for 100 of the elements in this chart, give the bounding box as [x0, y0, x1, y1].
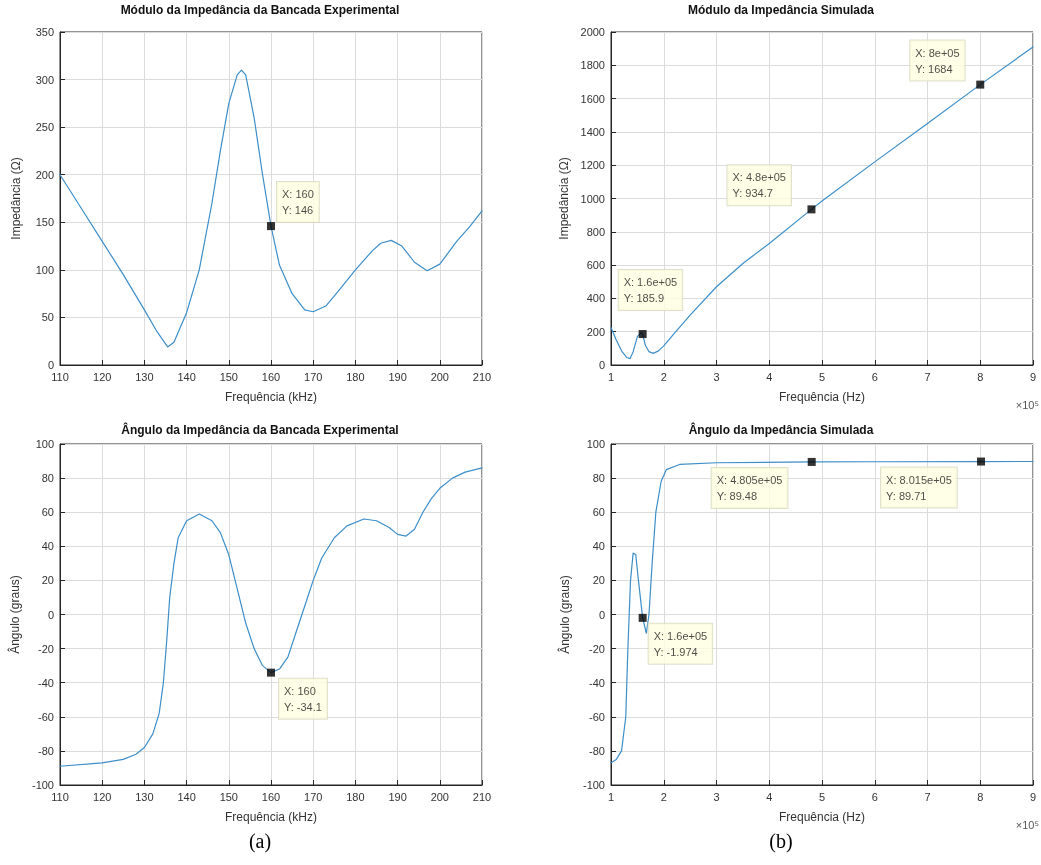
- text: (a): [248, 830, 272, 853]
- y-tick-label: 50: [41, 311, 54, 324]
- y-tick-label: 200: [586, 325, 605, 338]
- y-axis-title: Impedância (Ω): [9, 157, 23, 240]
- y-tick-label: 1000: [580, 192, 605, 205]
- y-tick-label: 20: [592, 574, 605, 587]
- y-tick-label: 100: [35, 438, 54, 450]
- x-tick-label: 130: [135, 790, 154, 803]
- x-tick-label: 7: [924, 370, 931, 383]
- y-tick-label: 400: [586, 292, 605, 305]
- y-axis-title: Ângulo (graus): [7, 575, 23, 654]
- line-series: [59, 467, 483, 767]
- y-tick-label: 600: [586, 259, 605, 272]
- y-tick-label: 40: [592, 540, 605, 553]
- y-tick-label: -60: [38, 710, 54, 723]
- chart-title: Ângulo da Impedância Simulada: [688, 422, 874, 437]
- y-tick-label: 300: [35, 73, 54, 86]
- text: ×10⁵: [1015, 818, 1040, 831]
- x-tick-label: 8: [977, 790, 984, 803]
- y-tick-label: 350: [35, 26, 54, 38]
- x-tick-label: 150: [219, 790, 238, 803]
- x-tick-label: 1: [607, 790, 615, 803]
- y-tick-label: 800: [586, 225, 605, 238]
- y-tick-label: -40: [589, 676, 605, 689]
- annotation: X: 8e+05 Y: 1684: [915, 46, 960, 75]
- annotation: X: 4.805e+05 Y: 89.48: [716, 473, 783, 502]
- x-tick-label: 6: [871, 790, 878, 803]
- x-tick-label: 190: [388, 370, 407, 383]
- x-tick-label: 170: [304, 370, 323, 383]
- line-series: [59, 69, 483, 348]
- x-tick-label: 140: [177, 370, 196, 383]
- y-tick-label: 0: [47, 359, 54, 371]
- x-tick-label: 180: [346, 790, 365, 803]
- y-tick-label: 0: [598, 608, 605, 621]
- chart-title: Módulo da Impedância da Bancada Experimental: [120, 3, 400, 17]
- x-tick-label: 9: [1029, 790, 1037, 803]
- x-tick-label: 140: [177, 790, 196, 803]
- y-tick-label: -80: [38, 744, 54, 757]
- y-tick-label: 200: [35, 168, 54, 181]
- x-tick-label: 3: [713, 790, 720, 803]
- chart-title: Ângulo da Impedância da Bancada Experimental: [121, 422, 399, 437]
- y-tick-label: -80: [589, 744, 605, 757]
- y-tick-label: -100: [582, 779, 605, 791]
- x-tick-label: 4: [766, 370, 773, 383]
- x-axis-title: Frequência (kHz): [224, 810, 318, 824]
- y-tick-label: 1600: [580, 92, 605, 105]
- annotation: X: 1.6e+05 Y: -1.974: [653, 629, 708, 658]
- y-tick-label: 1800: [580, 59, 605, 72]
- y-tick-label: 80: [592, 472, 605, 485]
- annotation: X: 8.015e+05 Y: 89.71: [886, 473, 952, 502]
- chart-title: Módulo da Impedância Simulada: [687, 3, 875, 17]
- x-tick-label: 4: [766, 790, 773, 803]
- y-tick-label: 60: [592, 506, 605, 519]
- y-tick-label: 250: [35, 121, 54, 134]
- y-tick-label: -20: [38, 642, 54, 655]
- x-tick-label: 120: [93, 370, 112, 383]
- x-tick-label: 210: [472, 370, 492, 383]
- y-tick-label: 40: [41, 540, 54, 553]
- x-tick-label: 200: [430, 790, 449, 803]
- y-tick-label: 20: [41, 574, 54, 587]
- x-tick-label: 1: [607, 370, 615, 383]
- x-tick-label: 130: [135, 370, 154, 383]
- y-axis-title: Impedância (Ω): [556, 157, 571, 240]
- y-tick-label: 1400: [580, 125, 605, 138]
- x-tick-label: 9: [1029, 370, 1037, 383]
- x-tick-label: 150: [219, 370, 238, 383]
- x-tick-label: 5: [818, 790, 826, 803]
- x-tick-label: 160: [261, 790, 281, 803]
- y-tick-label: 60: [41, 506, 54, 519]
- y-tick-label: -40: [38, 676, 54, 689]
- x-tick-label: 8: [977, 370, 984, 383]
- x-tick-label: 7: [924, 790, 931, 803]
- x-tick-label: 3: [713, 370, 720, 383]
- x-tick-label: 5: [818, 370, 826, 383]
- x-axis-title: Frequência (Hz): [778, 810, 866, 824]
- annotation: X: 160 Y: 146: [282, 188, 314, 217]
- y-tick-label: -60: [589, 710, 605, 723]
- x-tick-label: 160: [261, 370, 281, 383]
- x-axis-title: Frequência (kHz): [224, 390, 318, 404]
- y-tick-label: 100: [586, 438, 605, 450]
- y-tick-label: 0: [47, 608, 54, 621]
- annotation: X: 4.8e+05 Y: 934.7: [732, 171, 786, 200]
- line-series: [610, 46, 1034, 360]
- x-tick-label: 110: [51, 790, 69, 803]
- x-tick-label: 6: [871, 370, 878, 383]
- annotation: X: 160 Y: -34.1: [284, 684, 322, 713]
- x-tick-label: 2: [660, 370, 667, 383]
- x-tick-label: 200: [430, 370, 449, 383]
- x-tick-label: 120: [93, 790, 112, 803]
- annotation: X: 1.6e+05 Y: 185.9: [623, 276, 678, 305]
- x-tick-label: 180: [346, 370, 365, 383]
- y-tick-label: 100: [35, 263, 54, 276]
- x-tick-label: 110: [51, 370, 69, 383]
- y-tick-label: 150: [35, 216, 54, 229]
- y-tick-label: 2000: [580, 26, 605, 38]
- y-tick-label: 0: [598, 359, 605, 371]
- text: (b): [769, 830, 793, 853]
- y-tick-label: -100: [31, 779, 54, 791]
- x-tick-label: 190: [388, 790, 407, 803]
- x-tick-label: 2: [660, 790, 667, 803]
